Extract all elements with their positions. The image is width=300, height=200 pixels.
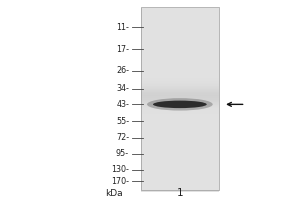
Text: kDa: kDa [105, 189, 123, 198]
Text: 34-: 34- [116, 84, 129, 93]
Text: 17-: 17- [116, 45, 129, 54]
Text: 130-: 130- [111, 165, 129, 174]
Text: 170-: 170- [111, 177, 129, 186]
Ellipse shape [153, 101, 207, 108]
Text: 26-: 26- [116, 66, 129, 75]
Text: 43-: 43- [116, 100, 129, 109]
Ellipse shape [147, 98, 213, 111]
Text: 95-: 95- [116, 149, 129, 158]
Text: 55-: 55- [116, 117, 129, 126]
Text: 11-: 11- [116, 23, 129, 32]
Text: 1: 1 [176, 188, 183, 198]
Text: 72-: 72- [116, 133, 129, 142]
Bar [141, 7, 219, 190]
